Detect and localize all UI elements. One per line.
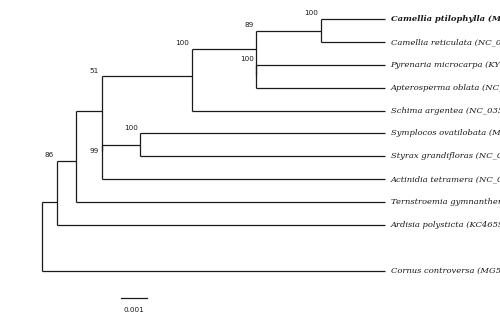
Text: 100: 100: [124, 125, 138, 131]
Text: Apterosperma oblata (NC_035641): Apterosperma oblata (NC_035641): [390, 84, 500, 92]
Text: Ardisia polysticta (KC465962): Ardisia polysticta (KC465962): [390, 221, 500, 229]
Text: Actinidia tetramera (NC_031187): Actinidia tetramera (NC_031187): [390, 175, 500, 183]
Text: 89: 89: [244, 22, 254, 28]
Text: 100: 100: [304, 10, 318, 16]
Text: 0.001: 0.001: [124, 307, 144, 313]
Text: Camellia ptilophylla (MG797642): Camellia ptilophylla (MG797642): [390, 15, 500, 23]
Text: Cornus controversa (MG525004): Cornus controversa (MG525004): [390, 267, 500, 275]
Text: 100: 100: [176, 40, 190, 46]
Text: Camellia reticulata (NC_024663): Camellia reticulata (NC_024663): [390, 38, 500, 46]
Text: Symplocos ovatilobata (MF770705): Symplocos ovatilobata (MF770705): [390, 129, 500, 137]
Text: 99: 99: [90, 148, 99, 154]
Text: Schima argentea (NC_035536): Schima argentea (NC_035536): [390, 106, 500, 115]
Text: Ternstroemia gymnanthera (NC_035706): Ternstroemia gymnanthera (NC_035706): [390, 198, 500, 206]
Text: Styrax grandifloras (NC_030539): Styrax grandifloras (NC_030539): [390, 152, 500, 160]
Text: 100: 100: [240, 56, 254, 62]
Text: 51: 51: [90, 68, 99, 74]
Text: Pyrenaria microcarpa (KY406764): Pyrenaria microcarpa (KY406764): [390, 61, 500, 69]
Text: 86: 86: [45, 152, 54, 158]
